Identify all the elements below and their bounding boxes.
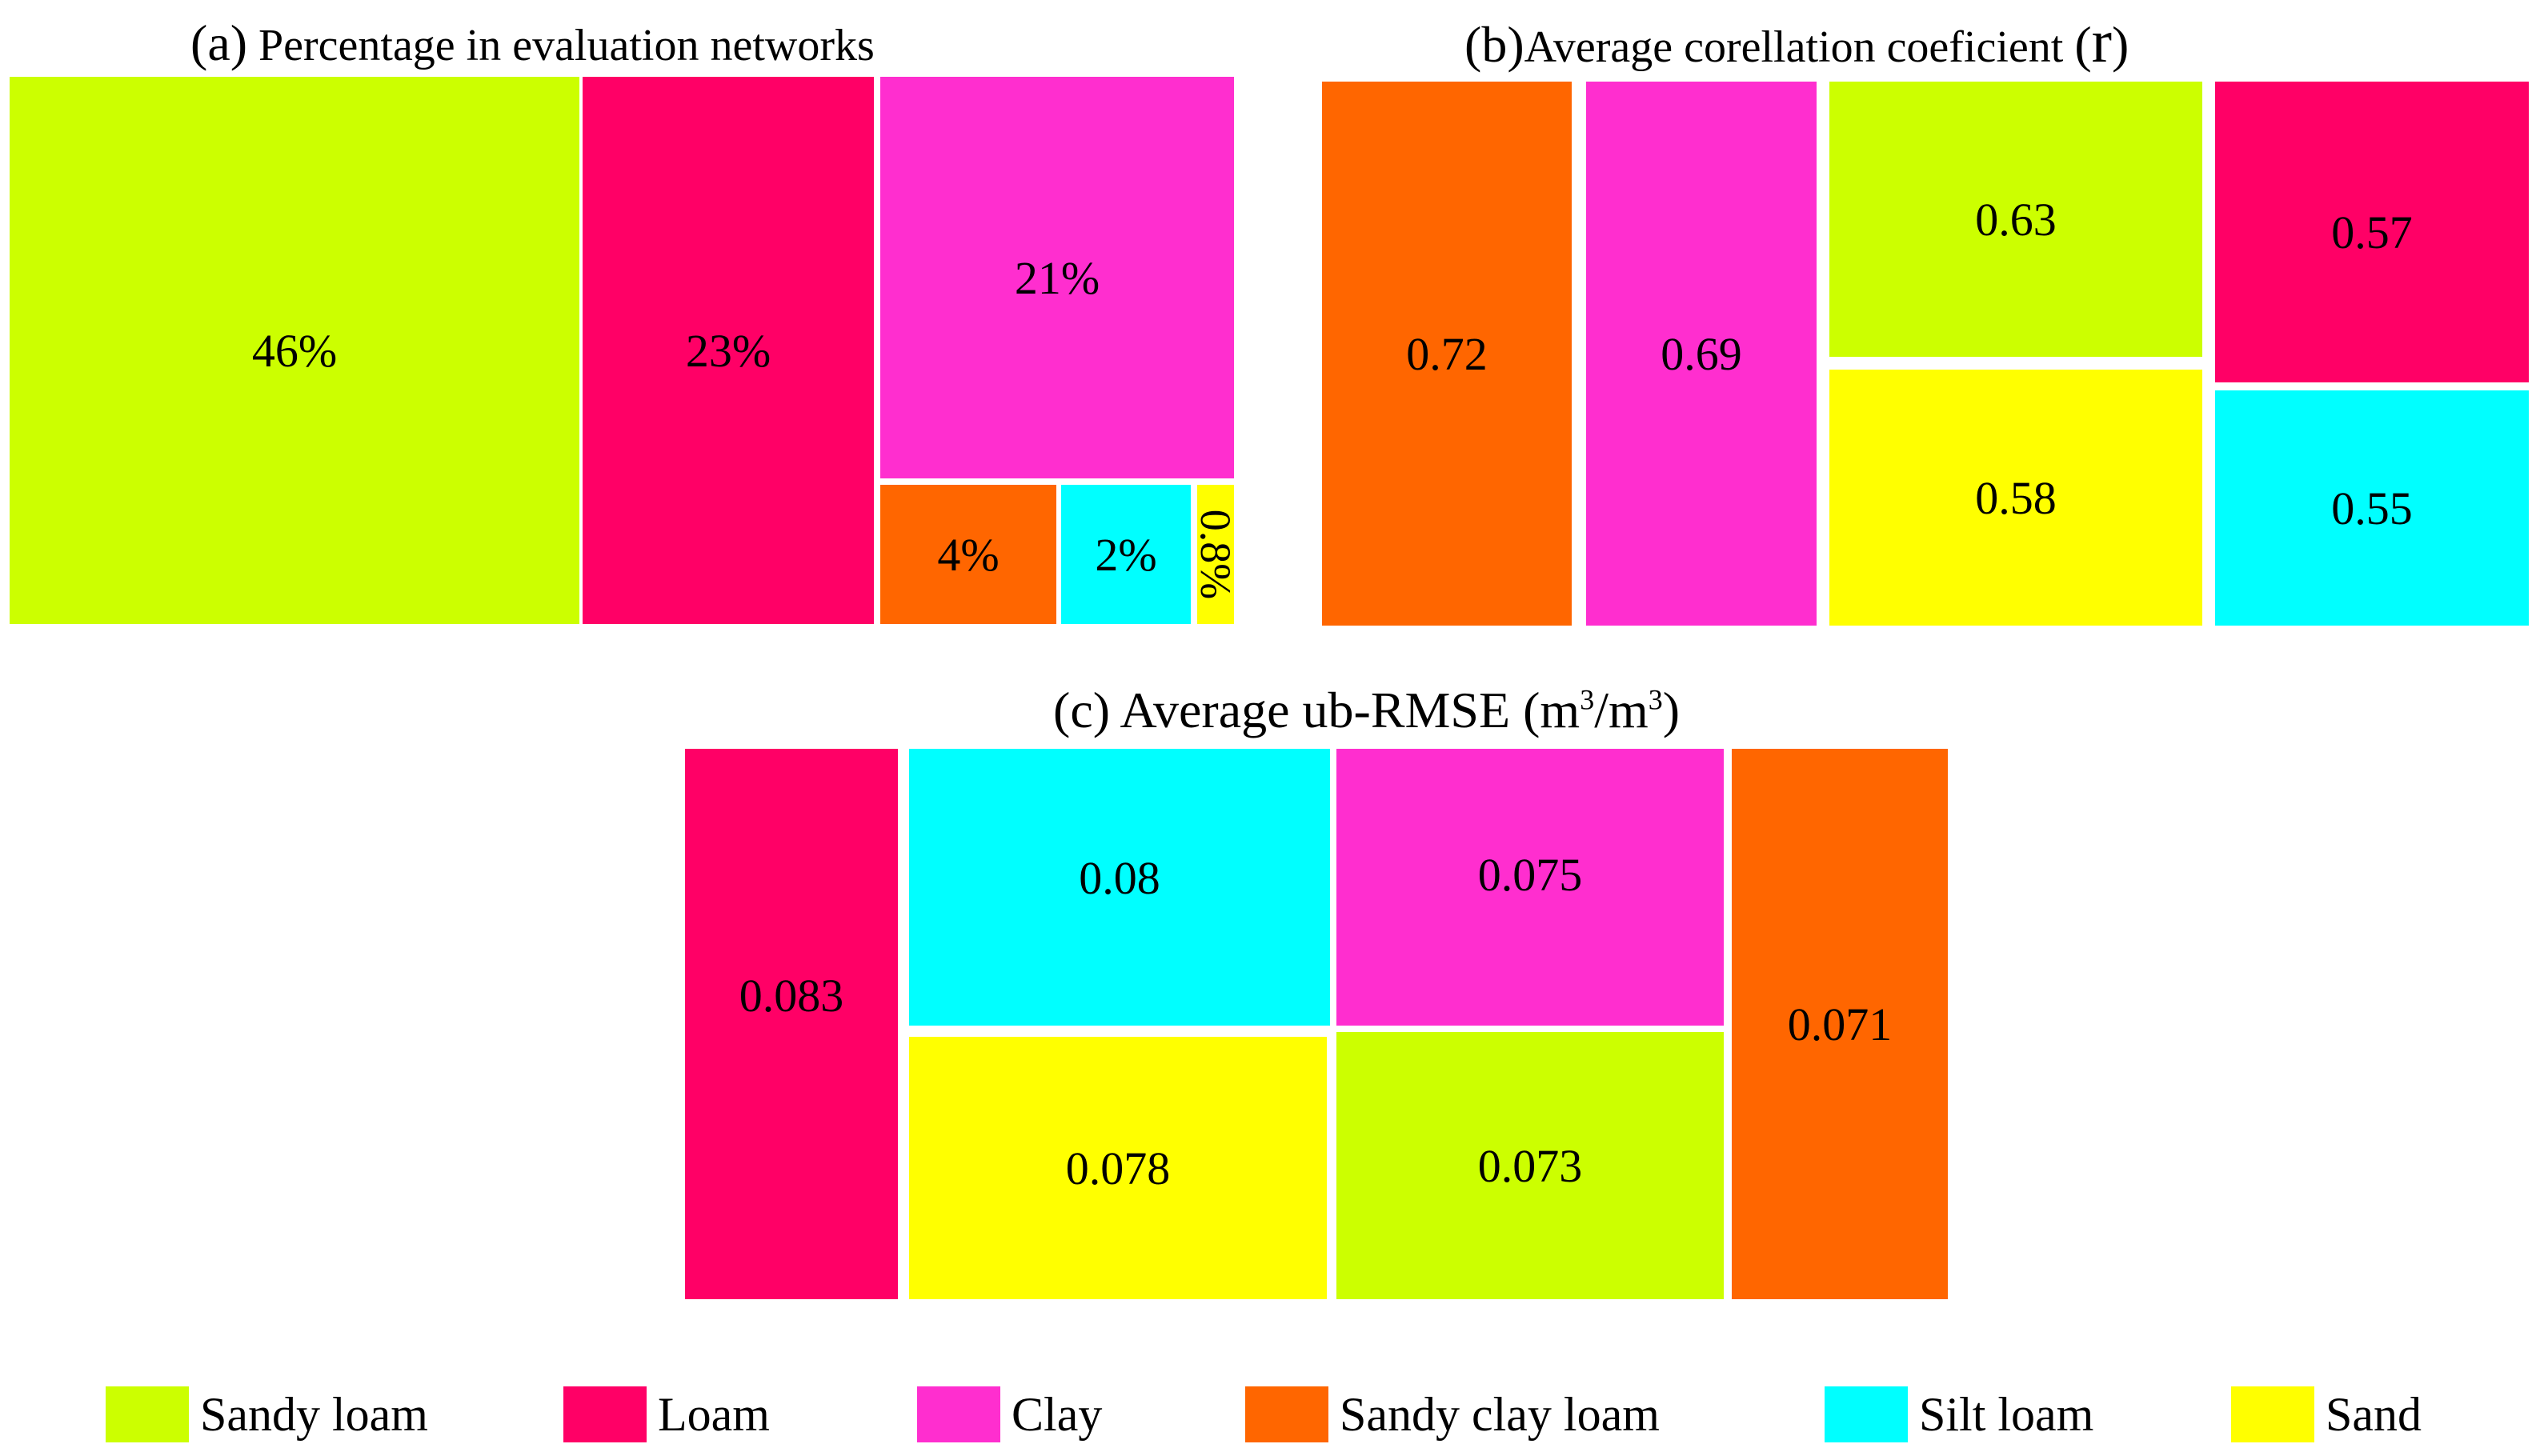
panel-a-title-text: Percentage in evaluation networks	[258, 21, 875, 70]
tile-value-label: 2%	[1095, 528, 1157, 581]
tile-value-label: 0.075	[1477, 848, 1583, 901]
panel-b-label: (b)	[1464, 16, 1524, 73]
legend-item-loam: Loam	[563, 1384, 770, 1445]
tile-value-label: 0.071	[1787, 998, 1893, 1050]
legend-swatch-loam	[563, 1386, 647, 1442]
tile-b-loam: 0.57	[2215, 82, 2529, 382]
tile-value-label: 0.55	[2331, 482, 2413, 534]
panel-b-title: (b)Average corellation coeficient (r)	[1464, 11, 2129, 72]
tile-value-label: 21%	[1014, 251, 1100, 304]
tile-value-label: 0.58	[1975, 471, 2057, 524]
tile-value-label: 0.083	[739, 969, 844, 1022]
panel-b-title-text: Average corellation coeficient	[1524, 22, 2064, 72]
panel-c-title: (c) Average ub-RMSE (m3/m3)	[1053, 685, 1680, 736]
panel-a-title: (a) Percentage in evaluation networks	[190, 18, 875, 69]
tile-value-label: 0.69	[1661, 327, 1742, 380]
tile-value-label: 46%	[251, 324, 338, 377]
panel-c-unit-exp2: 3	[1648, 683, 1663, 716]
tile-value-label: 23%	[685, 324, 771, 377]
legend-label-sandy-clay-loam: Sandy clay loam	[1340, 1387, 1660, 1441]
panel-b-symbol: r	[2091, 8, 2112, 75]
tile-value-label: 4%	[937, 528, 1000, 581]
legend-item-sandy-loam: Sandy loam	[106, 1384, 428, 1445]
tile-c-sand: 0.078	[909, 1037, 1327, 1299]
tile-a-clay: 21%	[880, 77, 1234, 478]
legend-item-clay: Clay	[917, 1384, 1102, 1445]
legend-item-sandy-clay-loam: Sandy clay loam	[1245, 1384, 1660, 1445]
panel-b-symbol-open: (	[2074, 16, 2092, 73]
panel-c-unit-c: )	[1662, 682, 1681, 738]
panel-c-title-text: Average ub-RMSE	[1120, 682, 1511, 738]
tile-a-sandy-loam: 46%	[10, 77, 579, 624]
panel-a-label: (a)	[190, 14, 248, 71]
tile-value-label: 0.8%	[1192, 509, 1240, 600]
legend-label-sand: Sand	[2326, 1387, 2422, 1441]
legend-label-loam: Loam	[658, 1387, 770, 1441]
tile-c-clay: 0.075	[1336, 749, 1724, 1026]
legend-swatch-sandy-loam	[106, 1386, 189, 1442]
tile-value-label: 0.57	[2331, 206, 2413, 258]
tile-b-clay: 0.69	[1586, 82, 1817, 626]
legend-label-clay: Clay	[1012, 1387, 1103, 1441]
tile-a-sandy-clay-loam: 4%	[880, 485, 1056, 624]
panel-c-unit-b: /m	[1594, 682, 1649, 738]
tile-c-sandy-clay-loam: 0.071	[1732, 749, 1948, 1299]
tile-c-sandy-loam: 0.073	[1336, 1032, 1724, 1299]
tile-c-silt-loam: 0.08	[909, 749, 1330, 1026]
tile-a-silt-loam: 2%	[1061, 485, 1191, 624]
panel-b-symbol-close: )	[2111, 16, 2129, 73]
tile-a-sand: 0.8%	[1192, 485, 1240, 624]
panel-c-unit-a: (m	[1523, 682, 1580, 738]
tile-b-sandy-loam: 0.63	[1829, 82, 2202, 357]
tile-value-label: 0.63	[1975, 193, 2057, 246]
tile-value-label: 0.078	[1065, 1142, 1171, 1194]
panel-c-label: (c)	[1053, 682, 1111, 738]
tile-b-sand: 0.58	[1829, 370, 2202, 626]
legend: Sandy loam Loam Clay Sandy clay loam Sil…	[0, 1384, 2540, 1448]
tile-a-loam: 23%	[583, 77, 874, 624]
legend-swatch-silt-loam	[1825, 1386, 1908, 1442]
tile-value-label: 0.08	[1079, 851, 1160, 904]
tile-value-label: 0.073	[1477, 1139, 1583, 1192]
legend-item-sand: Sand	[2231, 1384, 2422, 1445]
panel-c-unit-exp1: 3	[1580, 683, 1595, 716]
legend-item-silt-loam: Silt loam	[1825, 1384, 2093, 1445]
legend-swatch-sandy-clay-loam	[1245, 1386, 1328, 1442]
tile-value-label: 0.72	[1406, 327, 1488, 380]
legend-label-silt-loam: Silt loam	[1919, 1387, 2094, 1441]
legend-label-sandy-loam: Sandy loam	[200, 1387, 428, 1441]
tile-b-silt-loam: 0.55	[2215, 390, 2529, 626]
legend-swatch-clay	[917, 1386, 1000, 1442]
tile-c-loam: 0.083	[685, 749, 898, 1299]
tile-b-sandy-clay-loam: 0.72	[1322, 82, 1572, 626]
legend-swatch-sand	[2231, 1386, 2314, 1442]
